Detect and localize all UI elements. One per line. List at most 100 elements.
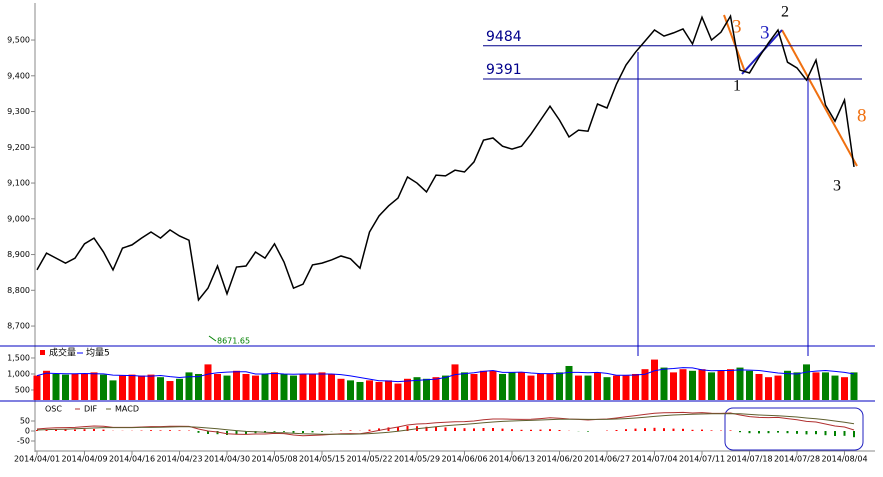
y-tick-label: 8,700	[7, 322, 30, 331]
osc-bar	[739, 431, 741, 433]
osc-bar	[36, 430, 38, 431]
osc-bar	[587, 431, 589, 432]
volume-bar	[575, 375, 582, 400]
volume-bar	[413, 377, 421, 400]
osc-bar	[102, 429, 105, 431]
volume-bar	[71, 373, 79, 400]
volume-bar	[831, 375, 839, 400]
osc-bar	[55, 429, 57, 431]
volume-bar	[43, 370, 50, 400]
volume-bar	[299, 373, 307, 400]
osc-bar	[824, 431, 827, 436]
volume-bar	[584, 375, 592, 400]
legend-swatch	[40, 350, 45, 355]
volume-bar	[33, 375, 41, 400]
volume-bar	[537, 373, 544, 400]
volume-bar	[632, 373, 639, 400]
legend-label: OSC	[45, 405, 62, 414]
y-tick-label: 0	[25, 427, 30, 436]
osc-bar	[853, 431, 855, 438]
osc-bar	[74, 429, 76, 431]
osc-bar	[245, 431, 247, 434]
level-label: 9484	[486, 29, 522, 45]
osc-bar	[748, 431, 751, 434]
volume-bar	[261, 373, 269, 400]
osc-bar	[644, 428, 646, 431]
volume-bar	[242, 373, 250, 400]
level-label: 9391	[486, 62, 522, 78]
wave-label: 8	[857, 105, 867, 126]
osc-bar	[292, 431, 295, 433]
volume-bar	[784, 370, 791, 400]
osc-bar	[805, 431, 808, 435]
y-tick-label: 9,300	[7, 107, 30, 116]
volume-bar	[166, 381, 174, 400]
volume-bar	[651, 359, 658, 400]
volume-bar	[318, 372, 326, 400]
x-tick-label: 2014/04/23	[156, 455, 202, 464]
volume-bar	[109, 380, 117, 400]
wave-label: 3	[760, 22, 770, 43]
osc-bar	[815, 431, 817, 435]
volume-bar	[375, 381, 383, 400]
y-tick-label: -50	[17, 437, 30, 446]
volume-bar	[622, 375, 630, 400]
osc-bar	[169, 430, 171, 431]
volume-bar	[309, 373, 316, 400]
volume-bar	[185, 372, 193, 400]
volume-bar	[499, 373, 506, 400]
volume-bar	[641, 369, 649, 400]
volume-bar	[670, 372, 677, 400]
x-tick-label: 2014/05/15	[299, 455, 345, 464]
legend-label: DIF	[84, 405, 98, 414]
volume-bar	[793, 372, 801, 400]
volume-bar	[850, 372, 858, 400]
volume-bar	[423, 378, 430, 400]
osc-bar	[729, 430, 732, 431]
volume-bar	[366, 380, 373, 400]
volume-bar	[328, 373, 335, 400]
volume-bar	[812, 372, 820, 400]
osc-bar	[406, 426, 409, 431]
osc-bar	[444, 427, 447, 431]
volume-bar	[717, 370, 725, 400]
osc-bar	[767, 431, 770, 434]
volume-bar	[765, 377, 772, 400]
osc-bar	[387, 427, 390, 431]
volume-bar	[470, 373, 478, 400]
min-label: 8671.65	[217, 337, 250, 346]
volume-bar	[489, 370, 497, 400]
y-tick-label: 1,000	[7, 369, 30, 378]
osc-bar	[786, 431, 789, 434]
volume-bar	[518, 372, 525, 400]
volume-bar	[214, 373, 221, 400]
x-tick-label: 2014/07/11	[679, 455, 725, 464]
osc-bar	[843, 431, 846, 436]
volume-bar	[451, 364, 459, 400]
volume-bar	[613, 375, 620, 400]
volume-bar	[689, 370, 696, 400]
volume-bar	[223, 375, 231, 400]
macd-line	[36, 413, 855, 435]
osc-bar	[758, 431, 760, 434]
y-tick-label: 9,100	[7, 179, 30, 188]
volume-bar	[52, 373, 60, 400]
volume-bar	[394, 383, 402, 400]
legend-label: 均量5	[86, 347, 110, 359]
y-tick-label: 9,000	[7, 214, 30, 223]
osc-bar	[549, 429, 551, 431]
volume-bar	[147, 374, 155, 400]
osc-bar	[93, 429, 95, 431]
volume-bar	[461, 372, 468, 400]
osc-bar	[45, 429, 48, 431]
osc-bar	[273, 431, 276, 432]
volume-bar	[755, 373, 763, 400]
osc-bar	[682, 428, 684, 431]
volume-bar	[698, 369, 706, 400]
osc-bar	[530, 429, 532, 431]
volume-bar	[385, 380, 392, 400]
y-tick-label: 1,500	[7, 353, 30, 362]
osc-bar	[216, 431, 219, 435]
x-tick-label: 2014/04/09	[61, 455, 107, 464]
